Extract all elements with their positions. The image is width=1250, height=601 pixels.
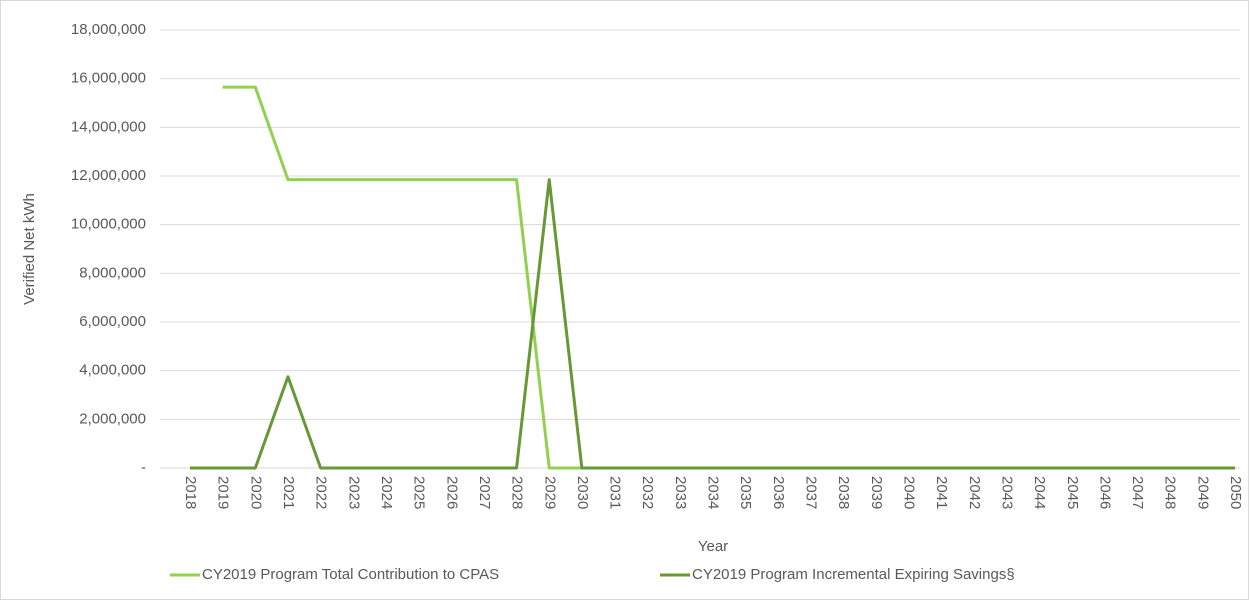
x-tick-label: 2033 xyxy=(672,476,689,509)
x-tick-label: 2026 xyxy=(443,476,460,509)
x-tick-label: 2043 xyxy=(998,476,1015,509)
y-tick-label: 4,000,000 xyxy=(79,362,146,379)
y-tick-label: 18,000,000 xyxy=(71,21,146,38)
x-tick-label: 2039 xyxy=(868,476,885,509)
x-tick-label: 2050 xyxy=(1227,476,1244,509)
x-tick-label: 2027 xyxy=(476,476,493,509)
x-tick-label: 2023 xyxy=(345,476,362,509)
x-tick-label: 2032 xyxy=(639,476,656,509)
x-tick-label: 2028 xyxy=(509,476,526,509)
x-tick-label: 2048 xyxy=(1162,476,1179,509)
x-tick-label: 2019 xyxy=(215,476,232,509)
y-tick-label: 8,000,000 xyxy=(79,264,146,281)
y-tick-label: 2,000,000 xyxy=(79,410,146,427)
x-tick-label: 2031 xyxy=(607,476,624,509)
y-tick-label: - xyxy=(141,459,146,476)
x-tick-label: 2024 xyxy=(378,476,395,509)
x-tick-label: 2030 xyxy=(574,476,591,509)
x-tick-label: 2036 xyxy=(770,476,787,509)
x-tick-label: 2021 xyxy=(280,476,297,509)
x-tick-label: 2045 xyxy=(1064,476,1081,509)
x-tick-label: 2041 xyxy=(933,476,950,509)
series-line xyxy=(190,178,1235,470)
x-tick-label: 2037 xyxy=(803,476,820,509)
x-tick-label: 2047 xyxy=(1129,476,1146,509)
legend-label: CY2019 Program Total Contribution to CPA… xyxy=(202,566,499,583)
y-tick-label: 12,000,000 xyxy=(71,167,146,184)
x-tick-label: 2049 xyxy=(1194,476,1211,509)
x-tick-label: 2046 xyxy=(1096,476,1113,509)
x-tick-label: 2034 xyxy=(705,476,722,509)
y-tick-label: 14,000,000 xyxy=(71,118,146,135)
x-tick-label: 2020 xyxy=(247,476,264,509)
x-tick-label: 2022 xyxy=(313,476,330,509)
x-tick-label: 2029 xyxy=(541,476,558,509)
x-tick-label: 2038 xyxy=(835,476,852,509)
y-tick-label: 6,000,000 xyxy=(79,313,146,330)
y-axis-label: Verified Net kWh xyxy=(21,193,38,305)
x-tick-label: 2042 xyxy=(966,476,983,509)
y-tick-label: 10,000,000 xyxy=(71,216,146,233)
x-tick-label: 2035 xyxy=(737,476,754,509)
x-tick-label: 2018 xyxy=(182,476,199,509)
x-tick-label: 2040 xyxy=(900,476,917,509)
y-tick-label: 16,000,000 xyxy=(71,70,146,87)
legend-label: CY2019 Program Incremental Expiring Savi… xyxy=(692,566,1015,583)
x-tick-label: 2025 xyxy=(411,476,428,509)
x-tick-label: 2044 xyxy=(1031,476,1048,509)
x-axis-label: Year xyxy=(698,538,728,555)
